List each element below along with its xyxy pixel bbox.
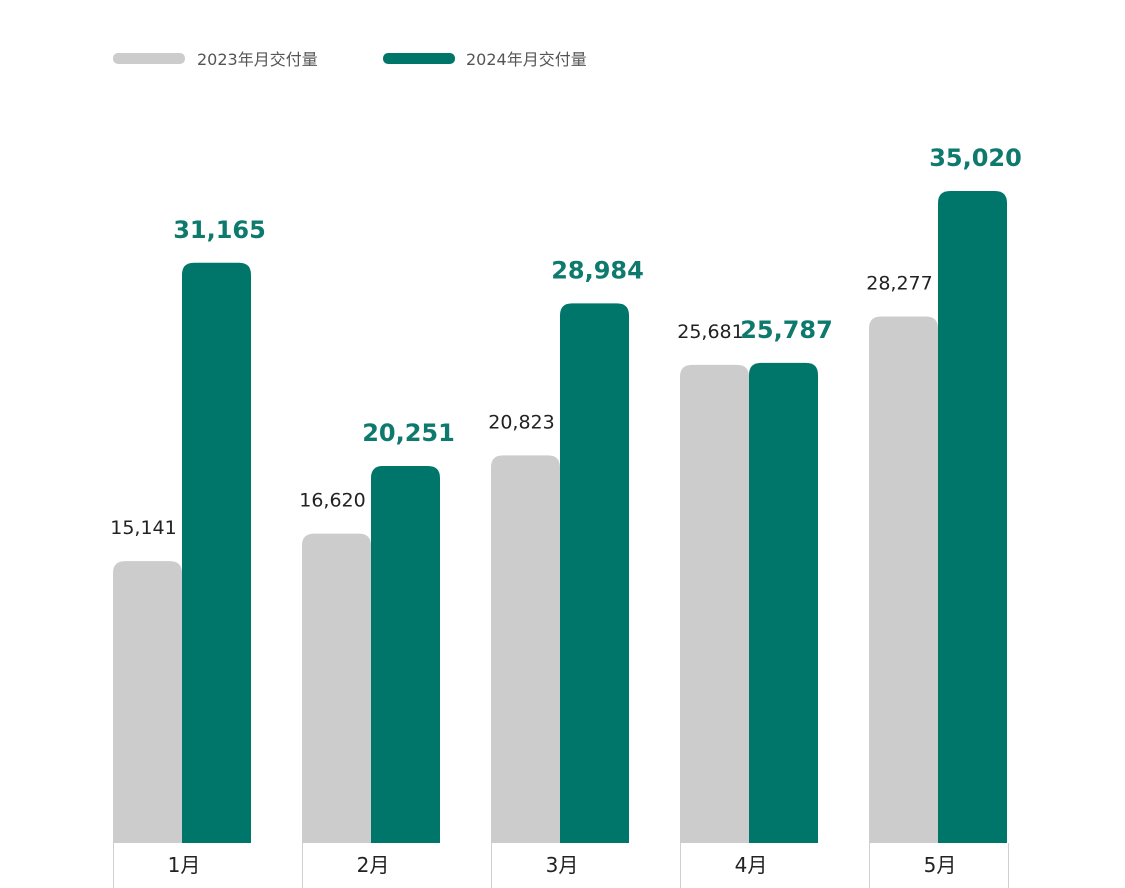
bar-2023-5 [869,316,938,843]
legend-swatch-1 [113,53,185,64]
data-label-2023-3: 20,823 [488,411,554,433]
legend-label-1: 2023年月交付量 [197,50,318,69]
bar-2024-2 [371,465,440,843]
data-label-2024-4: 25,787 [740,316,833,344]
data-label-2023-4: 25,681 [677,321,743,343]
data-label-2023-2: 16,620 [299,490,365,512]
bar-2023-3 [491,455,560,843]
data-label-2023-1: 15,141 [110,517,176,539]
data-label-2024-3: 28,984 [551,256,644,284]
bars [113,191,1007,844]
data-label-2024-2: 20,251 [362,419,455,447]
x-axis: 1月 2月 3月 4月 5月 [113,843,1009,888]
data-label-2024-5: 35,020 [929,144,1022,172]
legend-swatch-2 [383,53,455,64]
x-tick-label-2: 2月 [357,853,390,877]
bar-2023-4 [680,364,749,843]
bar-2023-1 [113,561,182,843]
bar-2024-4 [749,362,818,843]
legend: 2023年月交付量 2024年月交付量 [113,50,587,69]
x-tick-label-4: 4月 [735,853,768,877]
bar-2024-1 [182,262,251,844]
bar-2024-5 [938,191,1007,843]
data-labels: 15,141 31,165 16,620 20,251 20,823 28,984 25,6… [110,144,1022,539]
legend-label-2: 2024年月交付量 [466,50,587,69]
bar-2023-2 [302,533,371,843]
x-tick-label-5: 5月 [924,853,957,877]
x-tick-label-1: 1月 [168,853,201,877]
bar-2024-3 [560,303,629,844]
data-label-2024-1: 31,165 [173,216,266,244]
data-label-2023-5: 28,277 [866,273,932,295]
x-tick-label-3: 3月 [546,853,579,877]
